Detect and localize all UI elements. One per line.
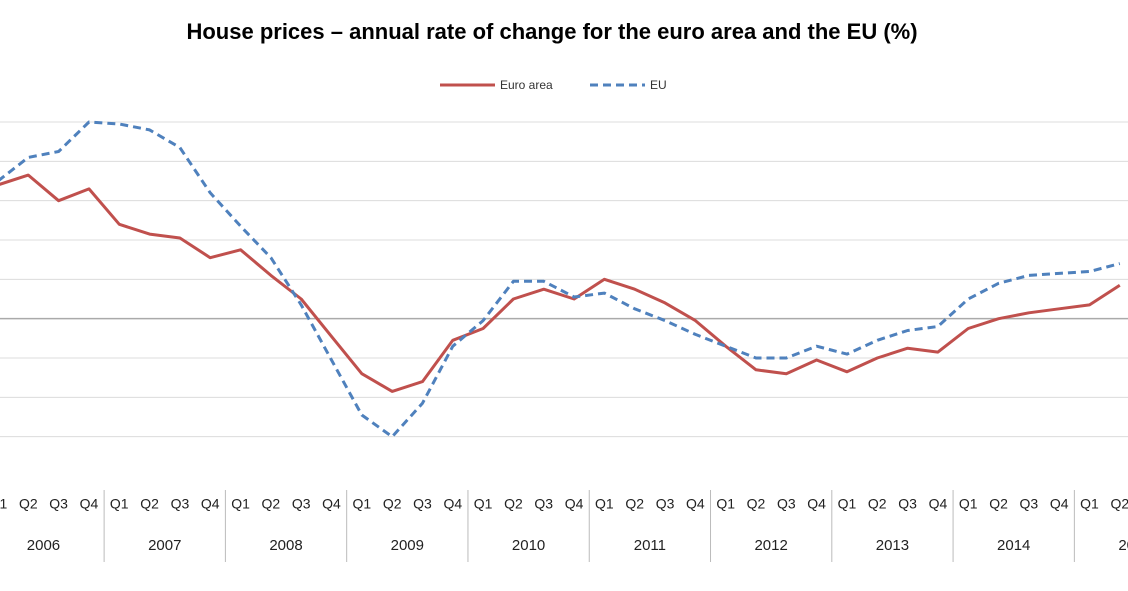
x-tick-label: Q2 [19,496,38,512]
x-tick-label: Q4 [322,496,341,512]
x-tick-label: Q2 [383,496,402,512]
x-tick-label: Q1 [595,496,614,512]
x-tick-label: Q3 [656,496,675,512]
chart-title: House prices – annual rate of change for… [186,19,917,44]
year-label: 2006 [27,537,60,554]
x-tick-label: Q2 [989,496,1008,512]
legend-label: EU [650,78,667,92]
x-tick-label: Q3 [413,496,432,512]
x-tick-label: Q3 [49,496,68,512]
x-tick-label: Q3 [898,496,917,512]
x-tick-label: Q1 [838,496,857,512]
year-label: 2013 [876,537,909,554]
x-tick-label: Q2 [262,496,281,512]
x-tick-label: Q2 [747,496,766,512]
year-label: 2014 [997,537,1030,554]
x-tick-label: Q3 [1020,496,1039,512]
x-tick-label: Q2 [504,496,523,512]
x-tick-label: Q4 [807,496,826,512]
year-label: 2015 [1118,537,1128,554]
x-tick-label: Q3 [171,496,190,512]
year-label: 2009 [391,537,424,554]
x-tick-label: Q2 [625,496,644,512]
x-tick-label: Q4 [686,496,705,512]
series-line [0,173,1121,393]
x-tick-label: Q2 [140,496,159,512]
year-label: 2008 [269,537,302,554]
x-tick-label: Q1 [716,496,735,512]
x-tick-label: Q2 [1110,496,1128,512]
x-tick-label: Q1 [110,496,129,512]
x-tick-label: Q1 [1080,496,1099,512]
year-label: 2010 [512,537,545,554]
year-label: 2012 [754,537,787,554]
x-tick-label: Q3 [777,496,796,512]
x-tick-label: Q1 [231,496,250,512]
x-tick-label: Q3 [292,496,311,512]
x-tick-label: Q4 [565,496,584,512]
year-label: 2011 [634,537,666,554]
x-tick-label: Q3 [534,496,553,512]
legend-label: Euro area [500,78,553,92]
x-tick-label: Q2 [868,496,887,512]
x-tick-label: Q1 [959,496,978,512]
series-line [0,120,1121,439]
x-tick-label: Q4 [443,496,462,512]
x-tick-label: Q4 [929,496,948,512]
x-tick-label: Q1 [474,496,493,512]
x-tick-label: Q4 [1050,496,1069,512]
x-tick-label: Q1 [0,496,8,512]
x-tick-label: Q4 [80,496,99,512]
x-tick-label: Q1 [352,496,371,512]
year-label: 2007 [148,537,181,554]
x-tick-label: Q4 [201,496,220,512]
